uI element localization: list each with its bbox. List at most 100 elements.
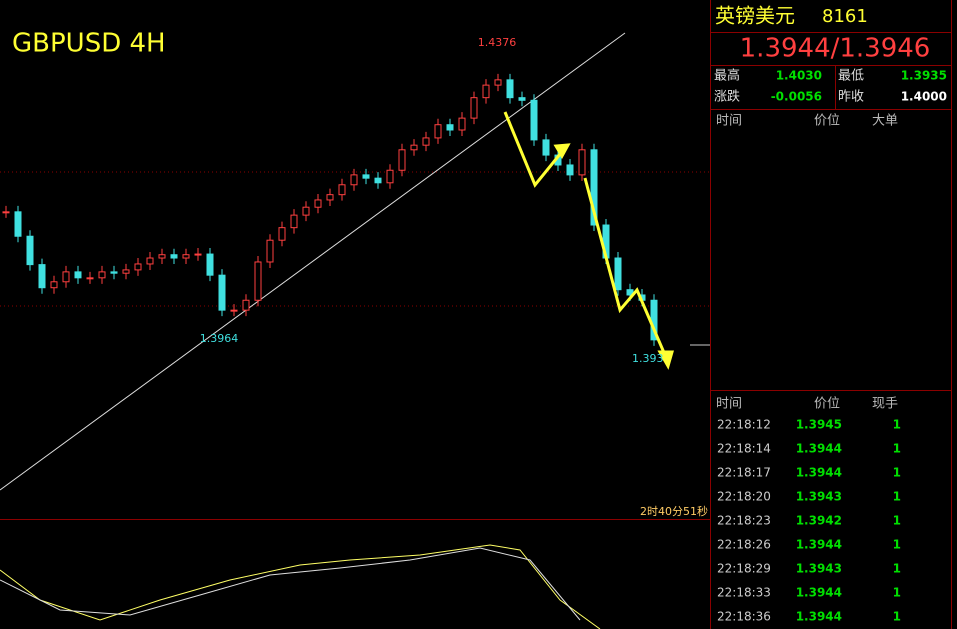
trendline xyxy=(0,32,626,491)
candle xyxy=(422,137,430,146)
candle xyxy=(122,269,130,274)
tick-time: 22:18:29 xyxy=(717,562,771,576)
tick-time: 22:18:36 xyxy=(717,610,771,624)
arrows xyxy=(503,111,674,370)
candle xyxy=(326,194,334,201)
candle xyxy=(182,254,190,259)
candle xyxy=(38,264,46,289)
column-header: 时间 xyxy=(716,114,742,129)
column-header: 现手 xyxy=(872,397,898,412)
symbol-label: GBPUSD 4H xyxy=(12,29,166,59)
stat-label: 涨跌 xyxy=(714,89,740,105)
tick-time: 22:18:23 xyxy=(717,514,771,528)
stat-value: 1.4030 xyxy=(776,69,822,83)
stat-label: 昨收 xyxy=(838,90,864,105)
candle xyxy=(206,253,214,276)
tick-time: 22:18:20 xyxy=(717,490,771,504)
tick-time: 22:18:26 xyxy=(717,538,771,552)
candle xyxy=(350,174,358,186)
candle xyxy=(482,84,490,99)
candle xyxy=(2,211,10,214)
candle xyxy=(98,271,106,279)
quote-price: 1.3944/1.3946 xyxy=(740,34,931,64)
last-label: 1.393 xyxy=(632,352,664,365)
candle xyxy=(86,277,94,280)
candle xyxy=(446,124,454,131)
tick-volume: 1 xyxy=(893,586,901,600)
tick-volume: 1 xyxy=(893,466,901,480)
tick-price: 1.3943 xyxy=(796,490,842,504)
candle xyxy=(146,257,154,265)
tick-volume: 1 xyxy=(893,562,901,576)
candle xyxy=(290,214,298,229)
tick-price: 1.3943 xyxy=(796,562,842,576)
column-header: 价位 xyxy=(814,114,840,129)
tick-volume: 1 xyxy=(893,514,901,528)
stat-label: 最高 xyxy=(714,68,740,84)
stat-label: 最低 xyxy=(838,69,864,84)
column-header: 时间 xyxy=(716,397,742,412)
candle xyxy=(134,263,142,271)
candle xyxy=(506,79,514,99)
candle xyxy=(590,149,598,226)
tick-volume: 1 xyxy=(893,442,901,456)
tick-volume: 1 xyxy=(893,538,901,552)
tick-price: 1.3944 xyxy=(796,610,842,624)
candle xyxy=(542,139,550,156)
candle xyxy=(470,97,478,119)
tick-time: 22:18:12 xyxy=(717,418,771,432)
candle xyxy=(26,235,34,266)
tick-time: 22:18:14 xyxy=(717,442,771,456)
stat-value: 1.3935 xyxy=(901,69,947,83)
candle xyxy=(230,309,238,312)
candle xyxy=(362,174,370,179)
candle xyxy=(410,144,418,151)
tick-price: 1.3944 xyxy=(796,466,842,480)
candle xyxy=(434,124,442,139)
tick-price: 1.3945 xyxy=(796,418,842,432)
candle xyxy=(530,99,538,141)
candle xyxy=(242,299,250,311)
candle xyxy=(578,149,586,176)
candle xyxy=(50,281,58,289)
tick-price: 1.3942 xyxy=(796,514,842,528)
low-label: 1.3964 xyxy=(200,332,239,345)
tick-price: 1.3944 xyxy=(796,586,842,600)
high-label: 1.4376 xyxy=(478,36,517,49)
column-header: 价位 xyxy=(814,397,840,412)
candle xyxy=(266,239,274,263)
candle xyxy=(74,271,82,279)
column-header: 大单 xyxy=(872,114,898,129)
candle xyxy=(110,271,118,274)
candle xyxy=(302,206,310,216)
candle xyxy=(314,199,322,208)
candle xyxy=(494,79,502,86)
tick-volume: 1 xyxy=(893,490,901,504)
quote-name: 英镑美元 xyxy=(715,4,795,28)
candle xyxy=(194,253,202,256)
tick-time: 22:18:17 xyxy=(717,466,771,480)
candle xyxy=(278,227,286,241)
candle xyxy=(254,261,262,301)
candle xyxy=(566,164,574,176)
tick-price: 1.3944 xyxy=(796,538,842,552)
macd-pane xyxy=(0,544,601,629)
candle xyxy=(626,289,634,296)
candle xyxy=(386,169,394,184)
tick-volume: 1 xyxy=(893,610,901,624)
countdown: 2时40分51秒 xyxy=(640,504,708,518)
candle xyxy=(614,257,622,291)
candle xyxy=(218,274,226,311)
stat-value: -0.0056 xyxy=(771,90,822,104)
tick-volume: 1 xyxy=(893,418,901,432)
stats: 最高 1.4030 最低 1.3935 涨跌 -0.0056 昨收 1.4000 xyxy=(714,68,947,105)
tick-time: 22:18:33 xyxy=(717,586,771,600)
candle xyxy=(458,117,466,131)
candle xyxy=(398,149,406,171)
candle xyxy=(158,254,166,259)
candle xyxy=(518,97,526,101)
